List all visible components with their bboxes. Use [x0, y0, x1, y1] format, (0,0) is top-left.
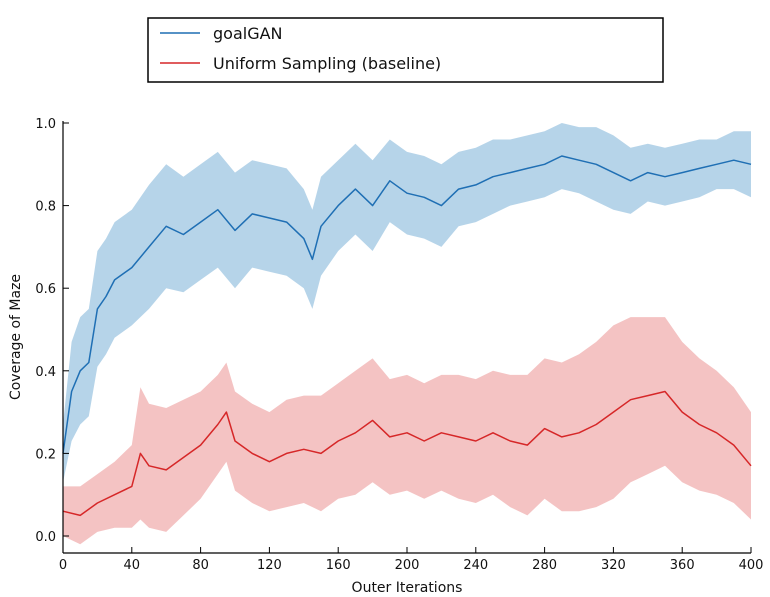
legend: goalGAN Uniform Sampling (baseline) — [147, 17, 664, 83]
x-tick-label: 280 — [532, 558, 557, 573]
y-tick-label: 0.0 — [35, 530, 56, 545]
x-tick-label: 400 — [739, 558, 764, 573]
confidence-bands — [63, 123, 751, 545]
band-uniform-sampling-baseline — [63, 317, 751, 545]
y-tick-label: 0.2 — [35, 447, 56, 462]
line-goalgan — [62, 155, 752, 454]
x-tick-label: 80 — [192, 558, 209, 573]
legend-label-uniform-sampling: Uniform Sampling (baseline) — [213, 54, 441, 73]
legend-label-goalgan: goalGAN — [213, 24, 283, 43]
y-tick-label: 1.0 — [35, 117, 56, 132]
x-tick-label: 0 — [59, 558, 67, 573]
x-tick-label: 40 — [124, 558, 141, 573]
x-tick-label: 200 — [395, 558, 420, 573]
x-axis-label: Outer Iterations — [352, 580, 463, 596]
x-tick-label: 240 — [463, 558, 488, 573]
line-uniform-sampling-baseline — [62, 390, 752, 517]
x-tick-label: 320 — [601, 558, 626, 573]
y-axis-label: Coverage of Maze — [8, 274, 24, 400]
x-tick-label: 360 — [670, 558, 695, 573]
y-tick-label: 0.4 — [35, 365, 56, 380]
series-lines — [62, 155, 752, 517]
y-tick-label: 0.8 — [35, 200, 56, 215]
x-axis-ticks: 0 40 80 120 160 200 240 280 320 360 400 — [59, 547, 764, 573]
x-tick-label: 120 — [257, 558, 282, 573]
y-axis-ticks: 0.0 0.2 0.4 0.6 0.8 1.0 — [35, 117, 69, 545]
band-goalgan — [63, 123, 751, 483]
y-tick-label: 0.6 — [35, 282, 56, 297]
x-tick-label: 160 — [326, 558, 351, 573]
legend-box — [147, 17, 664, 83]
